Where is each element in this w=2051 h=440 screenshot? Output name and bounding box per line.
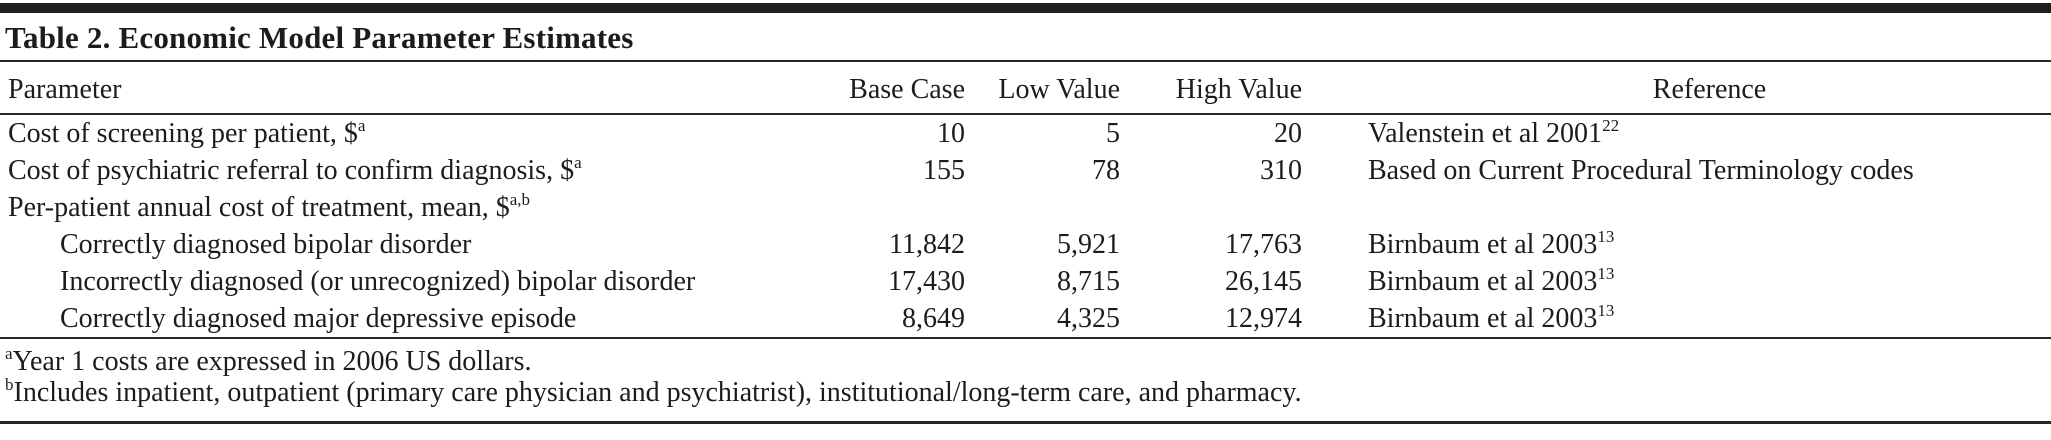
cell-high-value: [1130, 189, 1312, 226]
cell-high-value: 310: [1260, 155, 1302, 186]
cell-low-value: 4,325: [1057, 303, 1120, 334]
cell-low-value: 78: [1092, 155, 1120, 186]
cell-parameter: Per-patient annual cost of treatment, me…: [8, 190, 530, 223]
cell-parameter: Correctly diagnosed major depressive epi…: [60, 303, 577, 334]
footnote-a: aYear 1 costs are expressed in 2006 US d…: [5, 344, 2051, 377]
cell-parameter-superscript: a: [357, 116, 366, 135]
cell-parameter: Cost of psychiatric referral to confirm …: [8, 153, 582, 186]
table-row: Cost of psychiatric referral to confirm …: [0, 152, 2051, 189]
parameter-estimates-table: Parameter Base Case Low Value High Value…: [0, 62, 2051, 337]
table-row: Incorrectly diagnosed (or unrecognized) …: [0, 263, 2051, 300]
cell-high-value: 12,974: [1225, 303, 1302, 334]
table-row: Per-patient annual cost of treatment, me…: [0, 189, 2051, 226]
cell-reference-superscript: 13: [1597, 301, 1615, 320]
cell-base-case: [700, 189, 975, 226]
cell-parameter-superscript: a: [574, 153, 582, 172]
cell-high-value: 17,763: [1225, 229, 1302, 260]
footnote-a-text: Year 1 costs are expressed in 2006 US do…: [12, 346, 532, 377]
table-footnotes: aYear 1 costs are expressed in 2006 US d…: [0, 339, 2051, 408]
cell-reference: [1312, 189, 2051, 226]
table-body: Cost of screening per patient, $a 10 5 20 Va…: [0, 114, 2051, 337]
footnote-divider-rule: [0, 337, 2051, 339]
cell-low-value: [975, 189, 1130, 226]
table-row: Correctly diagnosed major depressive epi…: [0, 300, 2051, 337]
cell-high-value: 26,145: [1225, 266, 1302, 297]
table-header-row: Parameter Base Case Low Value High Value…: [0, 62, 2051, 115]
table-bottom-rule: [0, 421, 2051, 424]
cell-reference: Birnbaum et al 200313: [1368, 264, 1615, 297]
table-header: Parameter Base Case Low Value High Value…: [0, 62, 2051, 115]
column-header-high-value: High Value: [1130, 62, 1312, 115]
column-header-base-case: Base Case: [700, 62, 975, 115]
cell-low-value: 5,921: [1057, 229, 1120, 260]
cell-parameter: Cost of screening per patient, $a: [8, 116, 366, 149]
table-top-rule: [0, 3, 2051, 13]
footnote-b-marker: b: [5, 375, 14, 394]
cell-parameter: Correctly diagnosed bipolar disorder: [60, 229, 472, 260]
footnote-b-text: Includes inpatient, outpatient (primary …: [13, 377, 1302, 408]
title-divider-rule: [0, 60, 2051, 62]
cell-reference-superscript: 13: [1597, 227, 1615, 246]
table-row: Cost of screening per patient, $a 10 5 20 Va…: [0, 114, 2051, 152]
cell-reference: Valenstein et al 200122: [1368, 116, 1620, 149]
column-header-parameter: Parameter: [0, 62, 700, 115]
cell-parameter: Incorrectly diagnosed (or unrecognized) …: [60, 266, 696, 297]
cell-base-case: 11,842: [889, 229, 965, 260]
cell-parameter-superscript: a,b: [509, 190, 530, 209]
footnote-a-marker: a: [5, 344, 13, 363]
cell-reference-superscript: 22: [1602, 116, 1620, 135]
cell-reference: Birnbaum et al 200313: [1368, 301, 1615, 334]
cell-low-value: 8,715: [1057, 266, 1120, 297]
cell-base-case: 10: [937, 118, 965, 149]
cell-reference: Birnbaum et al 200313: [1368, 227, 1615, 260]
footnote-b: bIncludes inpatient, outpatient (primary…: [5, 375, 2051, 408]
column-header-reference: Reference: [1312, 62, 2051, 115]
cell-reference-superscript: 13: [1597, 264, 1615, 283]
cell-low-value: 5: [1106, 118, 1120, 149]
cell-high-value: 20: [1274, 118, 1302, 149]
cell-base-case: 17,430: [888, 266, 965, 297]
cell-base-case: 8,649: [902, 303, 965, 334]
column-header-low-value: Low Value: [975, 62, 1130, 115]
table-row: Correctly diagnosed bipolar disorder 11,8…: [0, 226, 2051, 263]
cell-base-case: 155: [923, 155, 965, 186]
cell-reference: Based on Current Procedural Terminology …: [1368, 155, 1914, 186]
table-title: Table 2. Economic Model Parameter Estima…: [5, 20, 634, 55]
